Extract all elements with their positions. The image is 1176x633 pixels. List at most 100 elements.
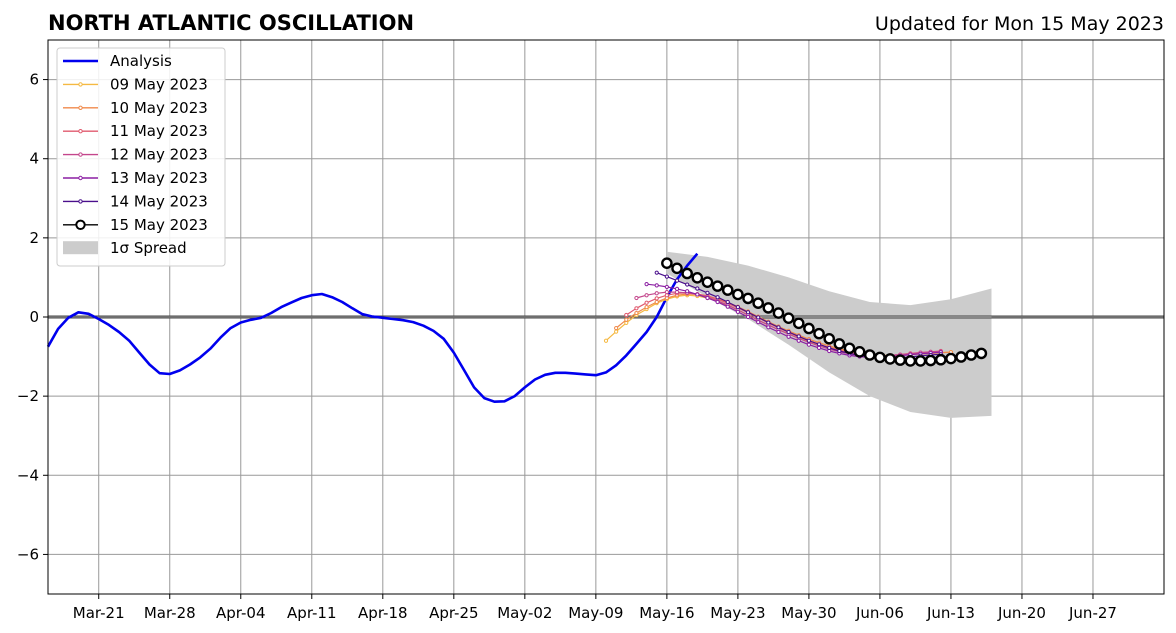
forecast-point (634, 310, 639, 316)
forecast-point (654, 296, 659, 301)
legend-entry: 14 May 2023 (63, 192, 208, 210)
forecast-point (806, 338, 812, 343)
legend-marker (78, 152, 83, 157)
forecast-point (786, 329, 791, 335)
legend-box (56, 47, 226, 267)
legend-entry: 13 May 2023 (63, 169, 208, 187)
y-tick-label: 4 (29, 150, 39, 168)
forecast-point (614, 325, 619, 331)
forecast-point (816, 342, 822, 347)
x-tick-label: Apr-25 (429, 604, 479, 622)
forecast-point (603, 338, 609, 343)
forecast-point (664, 274, 669, 279)
x-tick-label: Jun-13 (926, 604, 975, 622)
forecast-point (756, 320, 761, 325)
forecast-point (674, 278, 680, 283)
forecast-point (945, 352, 957, 365)
forecast-point (644, 305, 649, 310)
y-tick-label: 2 (29, 229, 39, 247)
forecast-point (661, 257, 673, 269)
forecast-point (782, 312, 795, 324)
x-tick-label: May-30 (781, 604, 836, 622)
forecast-point (711, 280, 724, 292)
forecast-point (965, 349, 978, 361)
forecast-point (766, 320, 771, 325)
forecast-point (634, 295, 639, 301)
y-tick-label: 0 (29, 308, 39, 326)
legend: Analysis 09 May 2023 10 May 2023 11 May 202… (56, 47, 226, 267)
y-tick-label: −6 (17, 545, 39, 563)
forecast-point (732, 288, 744, 301)
legend-label: 14 May 2023 (110, 192, 208, 210)
forecast-point (624, 317, 629, 322)
forecast-point (691, 272, 704, 284)
legend-marker (78, 199, 83, 204)
legend-label: Analysis (110, 52, 172, 70)
forecast-point (827, 345, 832, 350)
forecast-point (924, 354, 937, 367)
zero-line (48, 315, 1164, 319)
forecast-point (685, 282, 690, 287)
analysis-line (46, 252, 699, 404)
x-tick-label: May-02 (497, 604, 552, 622)
forecast-point (843, 342, 856, 355)
forecast-point (701, 276, 714, 288)
y-tick-label: −2 (17, 387, 39, 405)
forecast-point (674, 286, 680, 292)
legend-entry: Analysis (63, 52, 172, 70)
forecast-point (654, 299, 659, 305)
y-tick-label: −4 (17, 466, 39, 484)
forecast-point (681, 267, 693, 280)
legend-entry: 09 May 2023 (63, 75, 208, 93)
analysis-series (46, 252, 699, 404)
forecast-point (904, 355, 917, 367)
forecast-point (671, 262, 683, 275)
forecast-point (837, 348, 842, 354)
legend-marker (75, 219, 86, 231)
forecast-point (695, 286, 700, 291)
chart-title: NORTH ATLANTIC OSCILLATION (48, 11, 414, 35)
legend-label: 10 May 2023 (110, 99, 208, 117)
forecast-point (664, 284, 669, 290)
legend-label: 1σ Spread (110, 239, 187, 257)
forecast-series (603, 257, 988, 367)
forecast-point (955, 351, 967, 363)
legend-entry: 11 May 2023 (63, 122, 208, 140)
legend-label: 15 May 2023 (110, 216, 208, 234)
legend-marker (78, 105, 83, 111)
legend-label: 13 May 2023 (110, 169, 208, 187)
forecast-point (745, 310, 751, 315)
forecast-point (776, 325, 781, 330)
forecast-point (863, 349, 876, 361)
forecast-point (752, 297, 764, 309)
x-tick-label: Mar-28 (144, 604, 196, 622)
forecast-point (796, 334, 801, 339)
forecast-point (806, 342, 812, 347)
forecast-point (644, 300, 649, 305)
forecast-point (803, 322, 815, 335)
chart-subtitle: Updated for Mon 15 May 2023 (875, 13, 1164, 35)
legend-label: 09 May 2023 (110, 75, 208, 93)
forecast-point (756, 315, 761, 320)
forecast-point (796, 338, 801, 343)
legend-marker (78, 129, 83, 134)
forecast-6 (661, 257, 988, 367)
forecast-point (634, 306, 639, 311)
forecast-point (975, 347, 988, 360)
legend-label: 12 May 2023 (110, 146, 208, 164)
forecast-point (894, 354, 907, 366)
legend-label: 11 May 2023 (110, 122, 208, 140)
forecast-point (685, 289, 690, 294)
forecast-point (735, 309, 740, 314)
forecast-point (813, 327, 825, 340)
forecast-point (816, 345, 822, 350)
forecast-point (884, 353, 896, 365)
forecast-point (614, 329, 619, 334)
x-tick-label: Jun-27 (1068, 604, 1117, 622)
forecast-point (715, 299, 720, 305)
x-tick-label: May-23 (710, 604, 765, 622)
forecast-point (705, 295, 710, 301)
forecast-point (695, 292, 700, 297)
forecast-point (735, 305, 740, 310)
